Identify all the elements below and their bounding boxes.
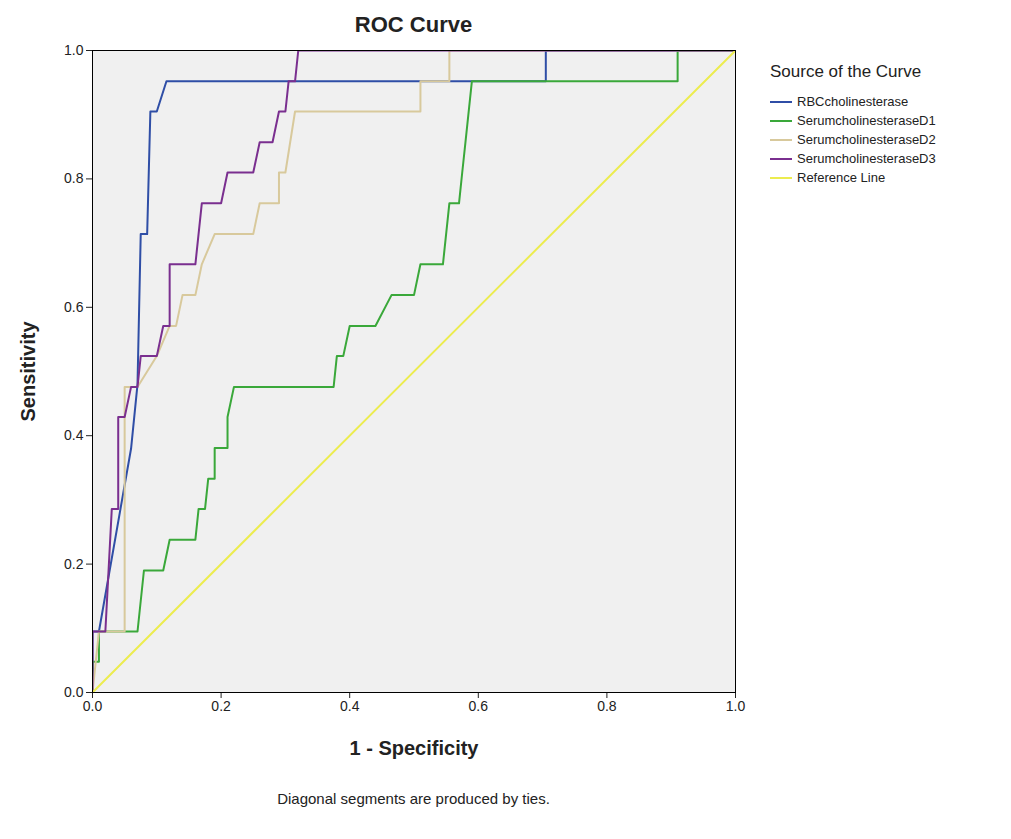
html-text:SerumcholinesteraseD2: SerumcholinesteraseD2 — [797, 132, 936, 147]
svg-text:Sensitivity: Sensitivity — [17, 321, 39, 422]
svg-text:0.6: 0.6 — [469, 698, 489, 714]
svg-text:1.0: 1.0 — [64, 42, 84, 58]
html-text:ROC Curve: ROC Curve — [354, 12, 473, 37]
svg-text:0.6: 0.6 — [64, 299, 84, 315]
svg-text:0.0: 0.0 — [64, 684, 84, 700]
svg-text:0.0: 0.0 — [83, 698, 103, 714]
svg-text:0.4: 0.4 — [64, 427, 84, 443]
html-text:RBCcholinesterase: RBCcholinesterase — [797, 94, 909, 109]
svg-text:1 - Specificity: 1 - Specificity — [350, 737, 480, 759]
svg-text:0.8: 0.8 — [64, 170, 84, 186]
html-text:Diagonal segments are produced: Diagonal segments are produced by ties. — [277, 790, 550, 807]
svg-text:1.0: 1.0 — [726, 698, 746, 714]
svg-text:0.4: 0.4 — [340, 698, 360, 714]
svg-text:0.2: 0.2 — [211, 698, 231, 714]
html-text:Reference Line: Reference Line — [797, 170, 886, 185]
html-text:Source of the Curve: Source of the Curve — [770, 62, 922, 81]
html-text:SerumcholinesteraseD1: SerumcholinesteraseD1 — [797, 113, 936, 128]
html-text:SerumcholinesteraseD3: SerumcholinesteraseD3 — [797, 151, 936, 166]
svg-text:0.2: 0.2 — [64, 556, 84, 572]
svg-text:0.8: 0.8 — [597, 698, 617, 714]
